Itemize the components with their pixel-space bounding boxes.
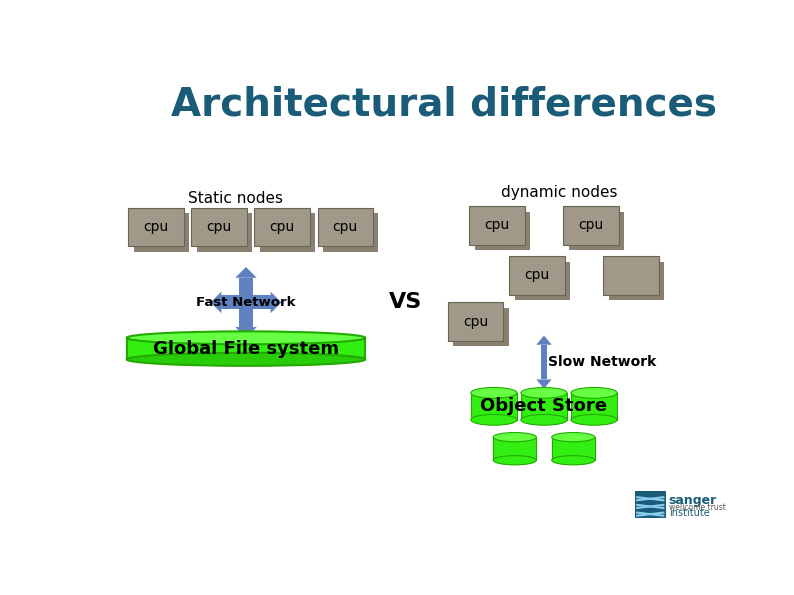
Text: Fast Network: Fast Network — [196, 296, 295, 309]
Text: cpu: cpu — [484, 218, 510, 233]
Text: cpu: cpu — [463, 315, 488, 328]
Ellipse shape — [521, 415, 567, 425]
Bar — [323, 213, 379, 252]
Bar — [254, 208, 310, 246]
Text: cpu: cpu — [524, 268, 549, 283]
Bar — [191, 208, 247, 246]
Bar — [569, 212, 624, 250]
Text: cpu: cpu — [206, 220, 232, 234]
Text: Object Store: Object Store — [480, 397, 607, 415]
Polygon shape — [222, 278, 271, 327]
Polygon shape — [235, 267, 256, 278]
Ellipse shape — [552, 433, 595, 441]
Bar — [133, 213, 189, 252]
Ellipse shape — [571, 387, 617, 398]
Text: sanger: sanger — [669, 494, 717, 507]
Bar — [197, 213, 252, 252]
Text: cpu: cpu — [269, 220, 295, 234]
Ellipse shape — [493, 456, 536, 465]
Ellipse shape — [552, 456, 595, 465]
Text: cpu: cpu — [143, 220, 168, 234]
Bar — [635, 491, 665, 518]
Bar — [260, 213, 315, 252]
Ellipse shape — [571, 415, 617, 425]
Text: cpu: cpu — [578, 218, 603, 233]
Polygon shape — [271, 292, 281, 313]
Text: institute: institute — [669, 508, 710, 518]
Bar — [571, 393, 617, 420]
Bar — [127, 338, 365, 359]
Ellipse shape — [521, 387, 567, 398]
Ellipse shape — [127, 353, 365, 366]
Text: wellcome trust: wellcome trust — [669, 503, 726, 512]
Polygon shape — [235, 327, 256, 338]
Polygon shape — [536, 336, 552, 345]
Text: dynamic nodes: dynamic nodes — [501, 186, 618, 201]
Text: Global File system: Global File system — [153, 340, 339, 358]
Bar — [609, 262, 664, 300]
Bar — [471, 393, 517, 420]
Bar — [552, 437, 595, 461]
Polygon shape — [210, 292, 222, 313]
Bar — [128, 208, 183, 246]
Bar — [469, 206, 525, 245]
Bar — [603, 256, 659, 295]
Ellipse shape — [471, 415, 517, 425]
Text: cpu: cpu — [333, 220, 358, 234]
Bar — [318, 208, 373, 246]
Bar — [515, 262, 570, 300]
Text: Architectural differences: Architectural differences — [171, 85, 716, 123]
Bar — [453, 308, 509, 346]
Text: Slow Network: Slow Network — [548, 355, 656, 369]
Bar — [448, 302, 503, 341]
Bar — [541, 345, 547, 380]
Text: VS: VS — [389, 292, 422, 312]
Ellipse shape — [493, 433, 536, 441]
Ellipse shape — [471, 387, 517, 398]
Text: Static nodes: Static nodes — [188, 191, 283, 206]
Polygon shape — [536, 380, 552, 389]
Bar — [521, 393, 567, 420]
Bar — [563, 206, 619, 245]
Bar — [475, 212, 530, 250]
Bar — [509, 256, 565, 295]
Ellipse shape — [127, 331, 365, 345]
Bar — [493, 437, 536, 461]
